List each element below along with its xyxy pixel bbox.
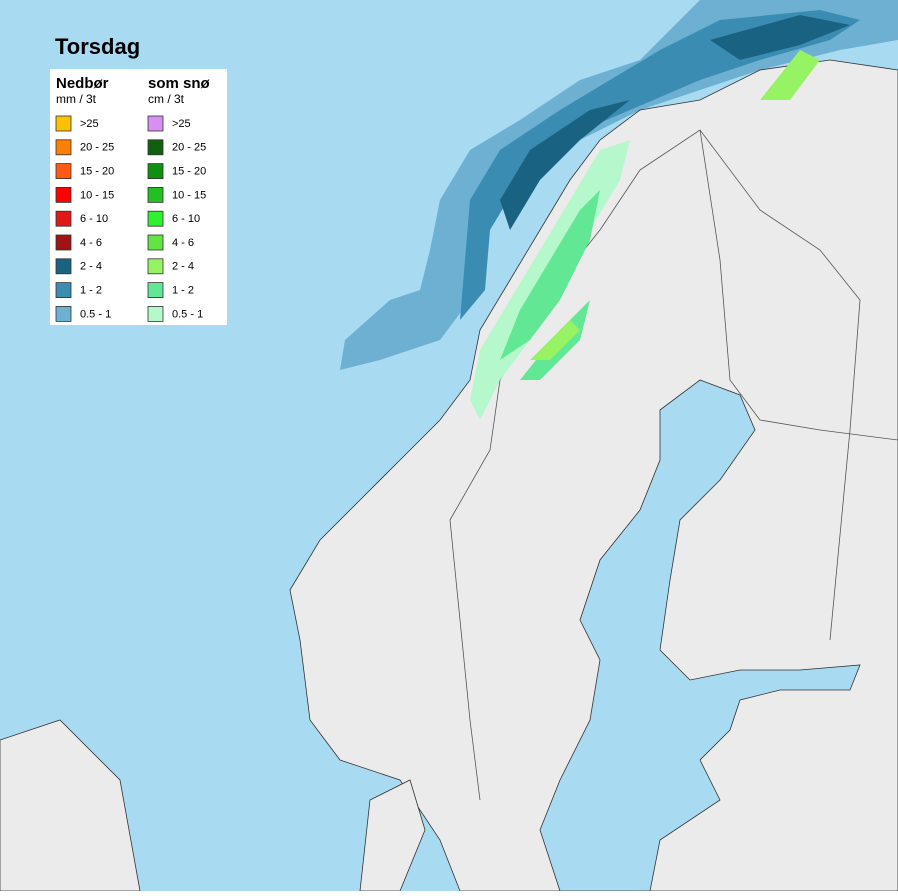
legend-swatch xyxy=(147,163,164,180)
legend-label: 2 - 4 xyxy=(80,261,102,273)
legend-label: 6 - 10 xyxy=(80,213,108,225)
legend-label: 15 - 20 xyxy=(80,166,114,178)
legend-label: 6 - 10 xyxy=(172,213,200,225)
legend-label: 10 - 15 xyxy=(80,189,114,201)
legend-label: 0.5 - 1 xyxy=(172,308,203,320)
border xyxy=(699,129,898,441)
rain-area xyxy=(340,0,898,370)
legend-swatch xyxy=(55,282,72,299)
legend-label: 2 - 4 xyxy=(172,261,194,273)
legend-unit: mm / 3t xyxy=(56,92,97,106)
legend-label: 15 - 20 xyxy=(172,166,206,178)
legend-box xyxy=(50,69,227,325)
legend-heading: Nedbør xyxy=(56,75,109,92)
legend-swatch xyxy=(55,163,72,180)
legend-swatch xyxy=(55,139,72,156)
legend-label: >25 xyxy=(80,118,99,130)
legend-unit: cm / 3t xyxy=(148,92,185,106)
legend-label: 10 - 15 xyxy=(172,189,206,201)
legend-label: 1 - 2 xyxy=(80,285,102,297)
legend-label: 0.5 - 1 xyxy=(80,308,111,320)
legend-label: 4 - 6 xyxy=(80,237,102,249)
rain-area xyxy=(460,10,860,320)
legend-swatch xyxy=(55,210,72,227)
legend-label: 20 - 25 xyxy=(172,142,206,154)
legend-swatch xyxy=(147,210,164,227)
land xyxy=(0,719,141,892)
legend-label: 1 - 2 xyxy=(172,285,194,297)
legend-swatch xyxy=(147,282,164,299)
legend-label: 20 - 25 xyxy=(80,142,114,154)
legend-label: 4 - 6 xyxy=(172,237,194,249)
legend-swatch xyxy=(147,234,164,251)
legend-swatch xyxy=(147,258,164,275)
legend-swatch xyxy=(55,305,72,322)
legend-swatch xyxy=(147,305,164,322)
snow-area xyxy=(530,50,820,360)
legend-swatch xyxy=(55,186,72,203)
legend-swatch xyxy=(55,115,72,132)
baltic-sea xyxy=(539,379,861,892)
map-title: Torsdag xyxy=(55,34,140,59)
legend-label: >25 xyxy=(172,118,191,130)
legend-swatch xyxy=(55,258,72,275)
rain-area xyxy=(500,15,850,230)
legend-swatch xyxy=(147,186,164,203)
legend-swatch xyxy=(147,139,164,156)
border xyxy=(639,129,861,641)
legend-heading: som snø xyxy=(148,75,211,92)
legend-swatch xyxy=(55,234,72,251)
legend-swatch xyxy=(147,115,164,132)
